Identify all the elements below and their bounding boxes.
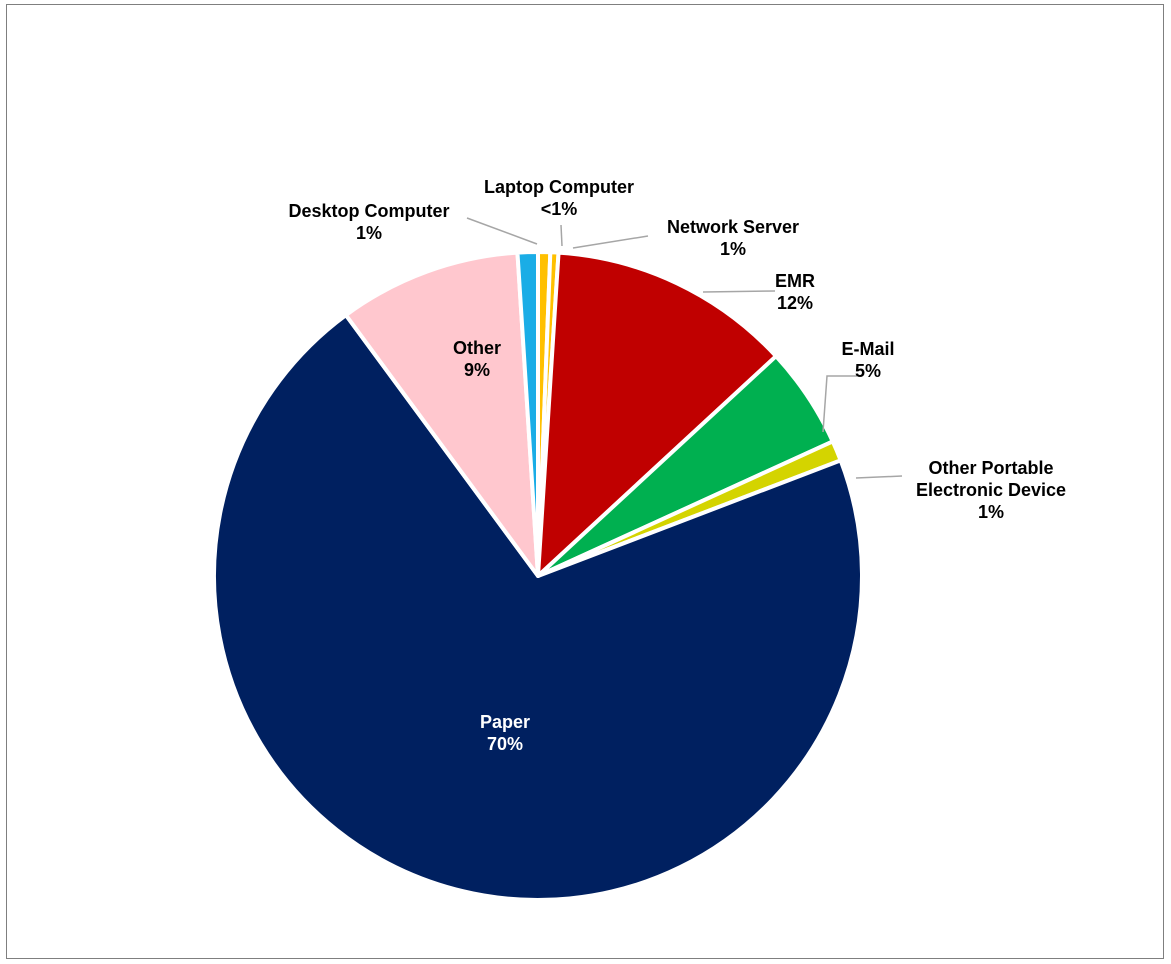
data-label-line: Laptop Computer: [484, 177, 634, 197]
data-label-line: Other: [453, 338, 501, 358]
leader-line-network-server: [572, 235, 649, 249]
data-label-line: 1%: [356, 223, 382, 243]
data-label-line: 1%: [720, 239, 746, 259]
leader-line-laptop-computer: [560, 224, 563, 247]
data-label-line: 70%: [487, 734, 523, 754]
pie-slice-emr: [536, 250, 779, 578]
data-label-line: 12%: [777, 293, 813, 313]
data-label-paper: Paper 70%: [480, 712, 530, 754]
data-label-line: 9%: [464, 360, 490, 380]
data-label-desktop-computer: Desktop Computer 1%: [288, 201, 449, 243]
data-label-line: Desktop Computer: [288, 201, 449, 221]
pie-slice-other: [343, 250, 540, 578]
leader-line-emr: [702, 290, 776, 293]
data-label-line: EMR: [775, 271, 815, 291]
data-label-line: 5%: [855, 361, 881, 381]
data-label-line: Other Portable: [928, 458, 1053, 478]
leader-line-other-portable-electronic-device: [855, 475, 903, 479]
pie-slice-desktop-computer: [515, 250, 540, 578]
data-label-line: 1%: [978, 502, 1004, 522]
data-label-line: <1%: [541, 199, 578, 219]
data-label-e-mail: E-Mail 5%: [841, 339, 894, 381]
leader-line-desktop-computer: [466, 217, 538, 245]
data-label-line: Electronic Device: [916, 480, 1066, 500]
data-label-laptop-computer: Laptop Computer <1%: [484, 177, 634, 219]
data-label-other-portable-electronic-device: Other Portable Electronic Device 1%: [916, 458, 1066, 522]
leader-line-e-mail: [822, 375, 857, 433]
data-label-line: Network Server: [667, 217, 799, 237]
data-label-line: Paper: [480, 712, 530, 732]
data-label-other: Other 9%: [453, 338, 501, 380]
data-label-emr: EMR 12%: [775, 271, 815, 313]
data-label-line: E-Mail: [841, 339, 894, 359]
data-label-network-server: Network Server 1%: [667, 217, 799, 259]
pie-slice-paper: [212, 313, 864, 902]
